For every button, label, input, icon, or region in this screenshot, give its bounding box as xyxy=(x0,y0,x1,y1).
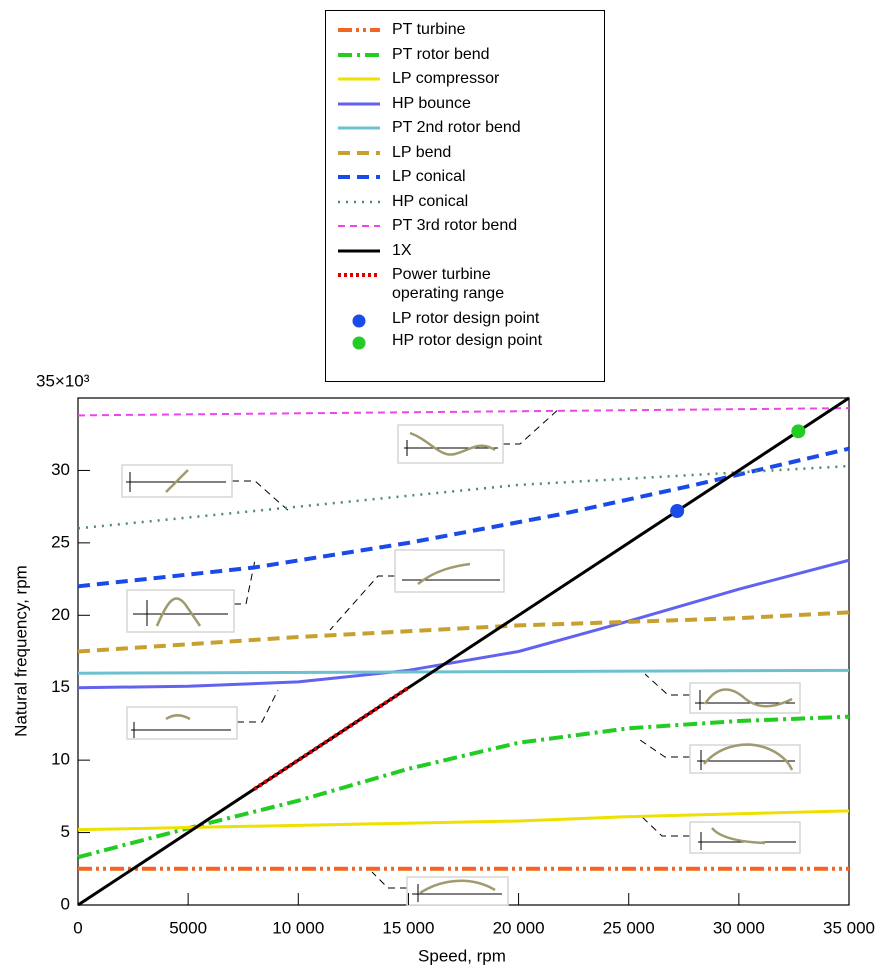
y-tick-label: 20 xyxy=(51,605,70,624)
y-tick-label: 35×10³ xyxy=(36,371,90,390)
inset-hp-bounce xyxy=(126,689,279,740)
legend-label: PT rotor bend xyxy=(392,45,490,63)
series-line xyxy=(253,686,410,791)
legend-swatch xyxy=(338,126,380,130)
x-tick-label: 35 000 xyxy=(823,918,875,937)
legend-label: LP bend xyxy=(392,143,452,161)
design-point xyxy=(791,424,806,439)
legend-item: HP bounce xyxy=(326,94,604,119)
y-tick-label: 5 xyxy=(61,822,70,841)
inset-pt-rotor xyxy=(639,739,801,774)
legend-label: 1X xyxy=(392,241,412,259)
mode-shape-insets xyxy=(121,407,801,906)
legend-label: Power turbine operating range xyxy=(392,266,505,302)
series-line xyxy=(77,407,850,417)
legend-swatch xyxy=(338,28,380,32)
series-line xyxy=(77,558,850,690)
legend-swatch xyxy=(338,52,380,57)
series-line xyxy=(77,668,850,675)
x-tick-label: 20 000 xyxy=(493,918,545,937)
legend-item: LP rotor design point xyxy=(326,309,604,331)
legend-item: PT turbine xyxy=(326,20,604,45)
legend-swatch xyxy=(338,200,380,203)
legend-marker xyxy=(352,314,366,328)
legend-label: PT 3rd rotor bend xyxy=(392,217,518,234)
legend-item: Power turbine operating range xyxy=(326,265,604,309)
legend-marker xyxy=(352,336,366,350)
legend-item: HP rotor design point xyxy=(326,331,604,353)
series-line xyxy=(77,396,850,907)
x-tick-label: 0 xyxy=(73,918,82,937)
legend-item: PT rotor bend xyxy=(326,45,604,70)
x-tick-label: 15 000 xyxy=(382,918,434,937)
legend-swatch xyxy=(352,314,366,328)
series-line xyxy=(77,809,850,832)
y-tick-label: 10 xyxy=(51,750,70,769)
legend-label: HP rotor design point xyxy=(392,332,543,349)
inset-lp-compressor xyxy=(639,814,801,854)
legend-item: HP conical xyxy=(326,192,604,217)
legend-item: PT 3rd rotor bend xyxy=(326,216,604,241)
inset-lp-conical xyxy=(126,559,256,633)
x-tick-label: 5000 xyxy=(169,918,207,937)
inset-lp-bend xyxy=(329,549,505,631)
y-axis-label: Natural frequency, rpm xyxy=(11,565,30,737)
y-tick-label: 25 xyxy=(51,532,70,551)
legend-swatch xyxy=(338,150,380,155)
series-line xyxy=(77,446,850,589)
legend-swatch xyxy=(352,336,366,350)
series-line xyxy=(77,464,850,530)
x-tick-label: 10 000 xyxy=(272,918,324,937)
x-axis-label: Speed, rpm xyxy=(418,946,506,965)
legend-item: PT 2nd rotor bend xyxy=(326,118,604,143)
legend: PT turbine PT rotor bend LP compressor HP b… xyxy=(325,10,605,382)
inset-pt-3rd xyxy=(397,407,561,464)
legend-label: PT 2nd rotor bend xyxy=(392,119,521,136)
x-tick-label: 30 000 xyxy=(713,918,765,937)
legend-label: PT turbine xyxy=(392,21,466,38)
series-line xyxy=(77,714,850,860)
design-point xyxy=(670,503,685,518)
legend-swatch xyxy=(338,77,380,81)
legend-label: HP bounce xyxy=(392,94,471,112)
legend-swatch xyxy=(338,175,380,179)
legend-label: LP compressor xyxy=(392,70,500,87)
legend-item: LP conical xyxy=(326,167,604,192)
inset-pt-turbine xyxy=(371,871,509,906)
legend-label: LP conical xyxy=(392,168,466,185)
legend-item: LP bend xyxy=(326,143,604,168)
series-line xyxy=(77,610,850,654)
legend-item: 1X xyxy=(326,241,604,266)
legend-label: LP rotor design point xyxy=(392,310,540,327)
legend-swatch xyxy=(338,273,380,277)
inset-hp-conical xyxy=(121,464,291,513)
legend-swatch xyxy=(338,225,380,227)
legend-swatch xyxy=(338,102,380,105)
y-tick-label: 0 xyxy=(61,894,70,913)
x-tick-label: 25 000 xyxy=(603,918,655,937)
legend-item: LP compressor xyxy=(326,69,604,94)
legend-swatch xyxy=(338,249,380,252)
y-tick-label: 15 xyxy=(51,677,70,696)
inset-pt-2nd xyxy=(644,673,801,714)
legend-label: HP conical xyxy=(392,192,469,210)
y-tick-label: 30 xyxy=(51,460,70,479)
